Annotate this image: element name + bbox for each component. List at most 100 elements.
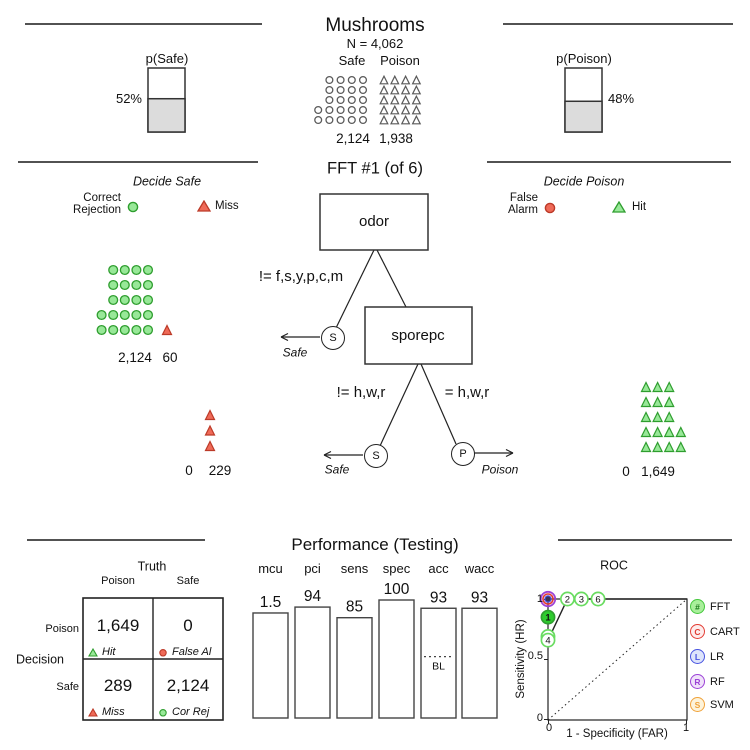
p-poison-bar	[564, 67, 603, 133]
roc-legend-label: SVM	[710, 698, 734, 711]
freq-icon	[325, 75, 334, 85]
freq-icon	[325, 115, 334, 125]
p-poison-label: p(Poison)	[556, 51, 612, 67]
false-alarm-icon	[159, 648, 167, 657]
miss-icon	[88, 707, 98, 717]
roc-point-number: 2	[565, 594, 570, 605]
freq-icon	[379, 114, 389, 125]
metric-value: 100	[384, 581, 410, 598]
freq-icon	[390, 94, 400, 105]
roc-ytick-0: 0	[536, 712, 543, 725]
roc-legend-item-rf: R RF	[690, 674, 725, 689]
freq-icon	[131, 309, 142, 321]
freq-icon	[204, 409, 216, 421]
freq-icon	[663, 441, 675, 453]
roc-point-fft-6	[590, 591, 606, 607]
metric-bar-acc: acc 93 BL	[420, 561, 457, 719]
roc-ylabel: Sensitivity (HR)	[514, 619, 527, 699]
freq-icon	[336, 75, 345, 85]
false-alarm-label-line2: Alarm	[507, 203, 538, 216]
correct-rejection-icon	[127, 201, 139, 213]
decide-safe-title: Decide Safe	[132, 174, 202, 189]
roc-legend-label: CART	[710, 625, 740, 638]
freq-icon	[358, 115, 368, 125]
metric-name: spec	[383, 561, 411, 576]
exit3-hit-icons	[640, 381, 687, 453]
miss-icon	[197, 200, 211, 212]
hit-icon	[612, 201, 626, 213]
freq-icon	[358, 75, 368, 85]
exit1-correct-rejection-icons	[96, 264, 154, 336]
branch-line	[376, 249, 407, 308]
matrix-col-poison: Poison	[101, 575, 135, 588]
matrix-miss-tag: Miss	[88, 706, 125, 718]
roc-legend-item-svm: S SVM	[690, 697, 734, 712]
roc-legend-label: RF	[710, 675, 725, 688]
freq-icon	[663, 426, 675, 438]
column-label-poison: Poison	[380, 53, 420, 69]
freq-icon	[400, 114, 411, 125]
freq-icon	[336, 85, 345, 95]
freq-icon	[142, 264, 154, 276]
metric-bar-rect	[294, 606, 331, 719]
freq-icon	[119, 309, 130, 321]
metric-bar-rect	[252, 612, 289, 719]
roc-legend-item-lr: L LR	[690, 649, 724, 664]
freq-icon	[108, 264, 119, 276]
freq-icon	[652, 426, 664, 438]
metric-name: acc	[428, 561, 449, 576]
hit-label: Hit	[632, 200, 647, 213]
freq-icon	[675, 426, 687, 438]
roc-legend-item-cart: C CART	[690, 624, 740, 639]
matrix-decision-label: Decision	[16, 652, 64, 667]
roc-title: ROC	[600, 558, 628, 573]
metric-bar-pci: pci 94	[294, 561, 331, 719]
freq-icon	[411, 74, 422, 85]
freq-icon	[131, 279, 142, 291]
exit2-count-poison: 229	[208, 462, 232, 478]
freq-icon	[131, 294, 142, 306]
matrix-false-alarm-value: 0	[183, 616, 193, 636]
roc-legend-label: FFT	[710, 600, 731, 613]
freq-icon	[379, 94, 389, 105]
roc-point-fft-4	[540, 632, 556, 648]
metric-value: 1.5	[260, 594, 282, 611]
metric-name: wacc	[464, 561, 495, 576]
freq-icon	[119, 264, 130, 276]
exit3-node-circle: P	[451, 442, 475, 466]
freq-icon	[142, 309, 154, 321]
p-safe-bar	[147, 67, 186, 133]
freq-icon	[325, 85, 334, 95]
roc-plot-points: 542361	[539, 590, 687, 648]
fft-section-title: FFT #1 (of 6)	[327, 159, 423, 178]
matrix-correct-rejection-tag: Cor Rej	[158, 706, 209, 718]
branch-line	[379, 363, 419, 447]
odor-node-box	[319, 193, 429, 251]
freq-icon	[379, 84, 389, 95]
freq-icon	[390, 74, 400, 85]
freq-icon	[204, 440, 216, 452]
freq-icon	[314, 105, 323, 115]
metric-bar-wacc: wacc 93	[461, 561, 498, 719]
matrix-hit-value: 1,649	[96, 616, 140, 636]
branch-label-3: = h,w,r	[444, 384, 490, 402]
matrix-miss-tag-label: Miss	[102, 706, 125, 718]
node-label-sporepc: sporepc	[391, 327, 445, 345]
metric-bar-mcu: mcu 1.5	[252, 561, 289, 719]
exit1-count-poison: 60	[162, 349, 178, 365]
p-safe-pct: 52%	[115, 91, 142, 107]
roc-xlabel: 1 - Specificity (FAR)	[566, 727, 668, 740]
freq-icon	[336, 115, 345, 125]
roc-point-rf	[539, 590, 557, 608]
freq-icon	[411, 94, 422, 105]
count-poison: 1,938	[379, 130, 413, 146]
freq-icon	[119, 279, 130, 291]
p-poison-pct: 48%	[608, 91, 635, 107]
roc-point-fft-3	[573, 591, 589, 607]
freq-icon	[347, 85, 356, 95]
freq-icon	[131, 324, 142, 336]
metric-name: pci	[304, 561, 321, 576]
branch-line	[420, 363, 457, 445]
exit1-node-circle: S	[321, 326, 345, 350]
